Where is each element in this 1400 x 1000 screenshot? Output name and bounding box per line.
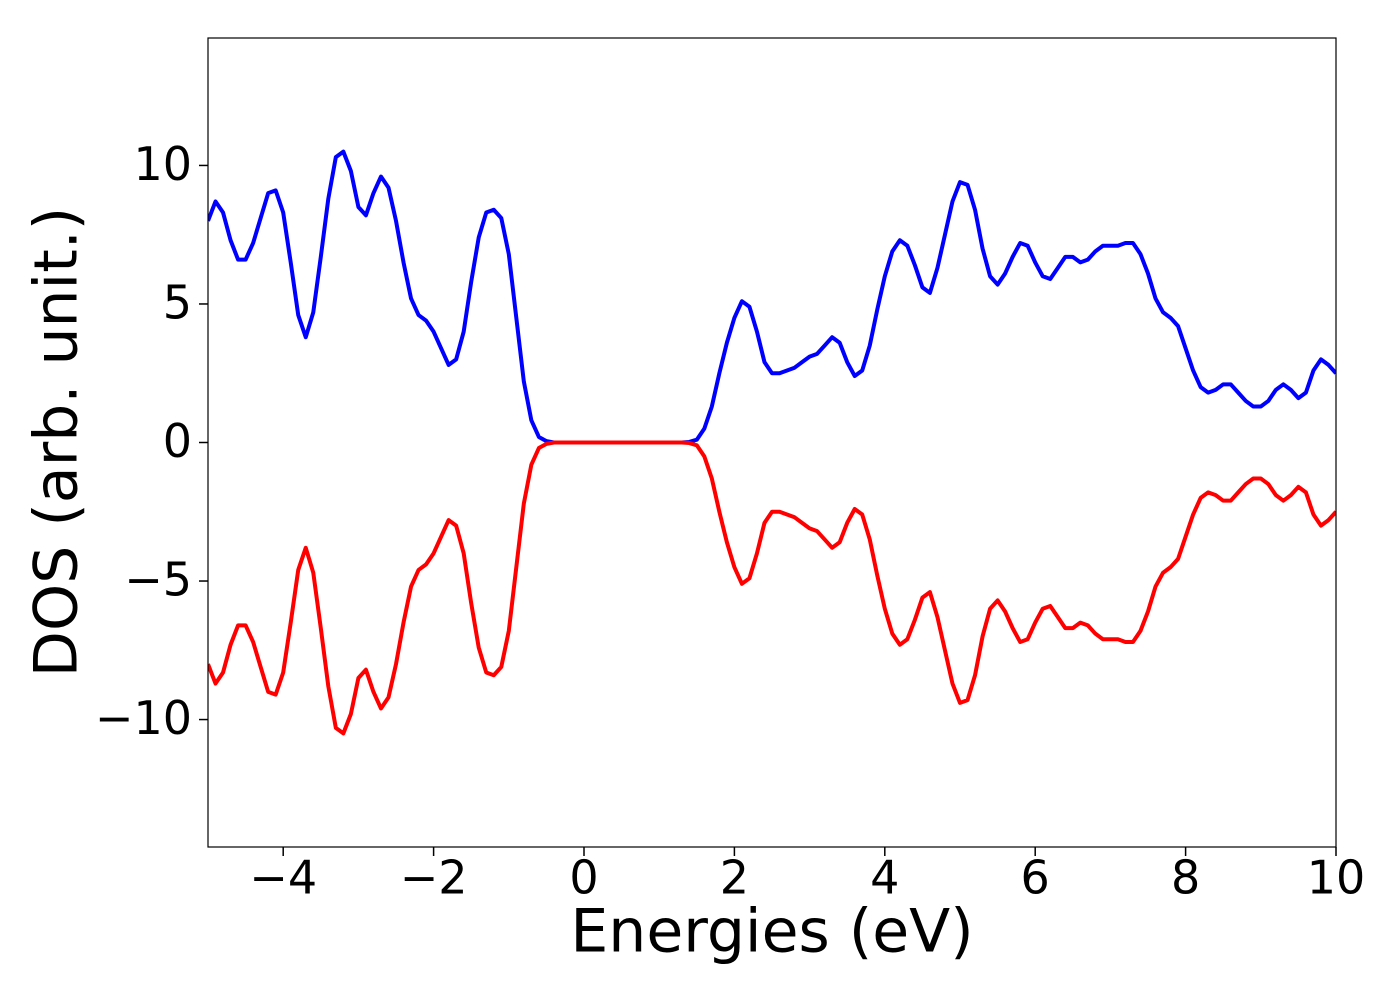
- y-tick-label: 10: [133, 137, 192, 191]
- x-tick-label: −2: [400, 851, 468, 905]
- plot-frame: [207, 37, 1337, 848]
- x-tick-label: 6: [1021, 851, 1050, 905]
- x-tick-label: 10: [1307, 851, 1366, 905]
- x-tick-label: 0: [569, 851, 598, 905]
- dos-line: [208, 149, 1336, 445]
- x-axis-label: Energies (eV): [570, 897, 973, 967]
- x-tick-label: −4: [249, 851, 317, 905]
- y-tick-label: 0: [163, 414, 192, 468]
- y-tick-label: −10: [95, 691, 192, 745]
- y-axis-label: DOS (arb. unit.): [22, 207, 92, 677]
- x-tick-label: 8: [1171, 851, 1200, 905]
- x-tick-label: 2: [720, 851, 749, 905]
- x-tick-label: 4: [870, 851, 899, 905]
- y-tick-label: 5: [163, 275, 192, 329]
- y-tick-label: −5: [124, 553, 192, 607]
- dos-line: [208, 440, 1336, 736]
